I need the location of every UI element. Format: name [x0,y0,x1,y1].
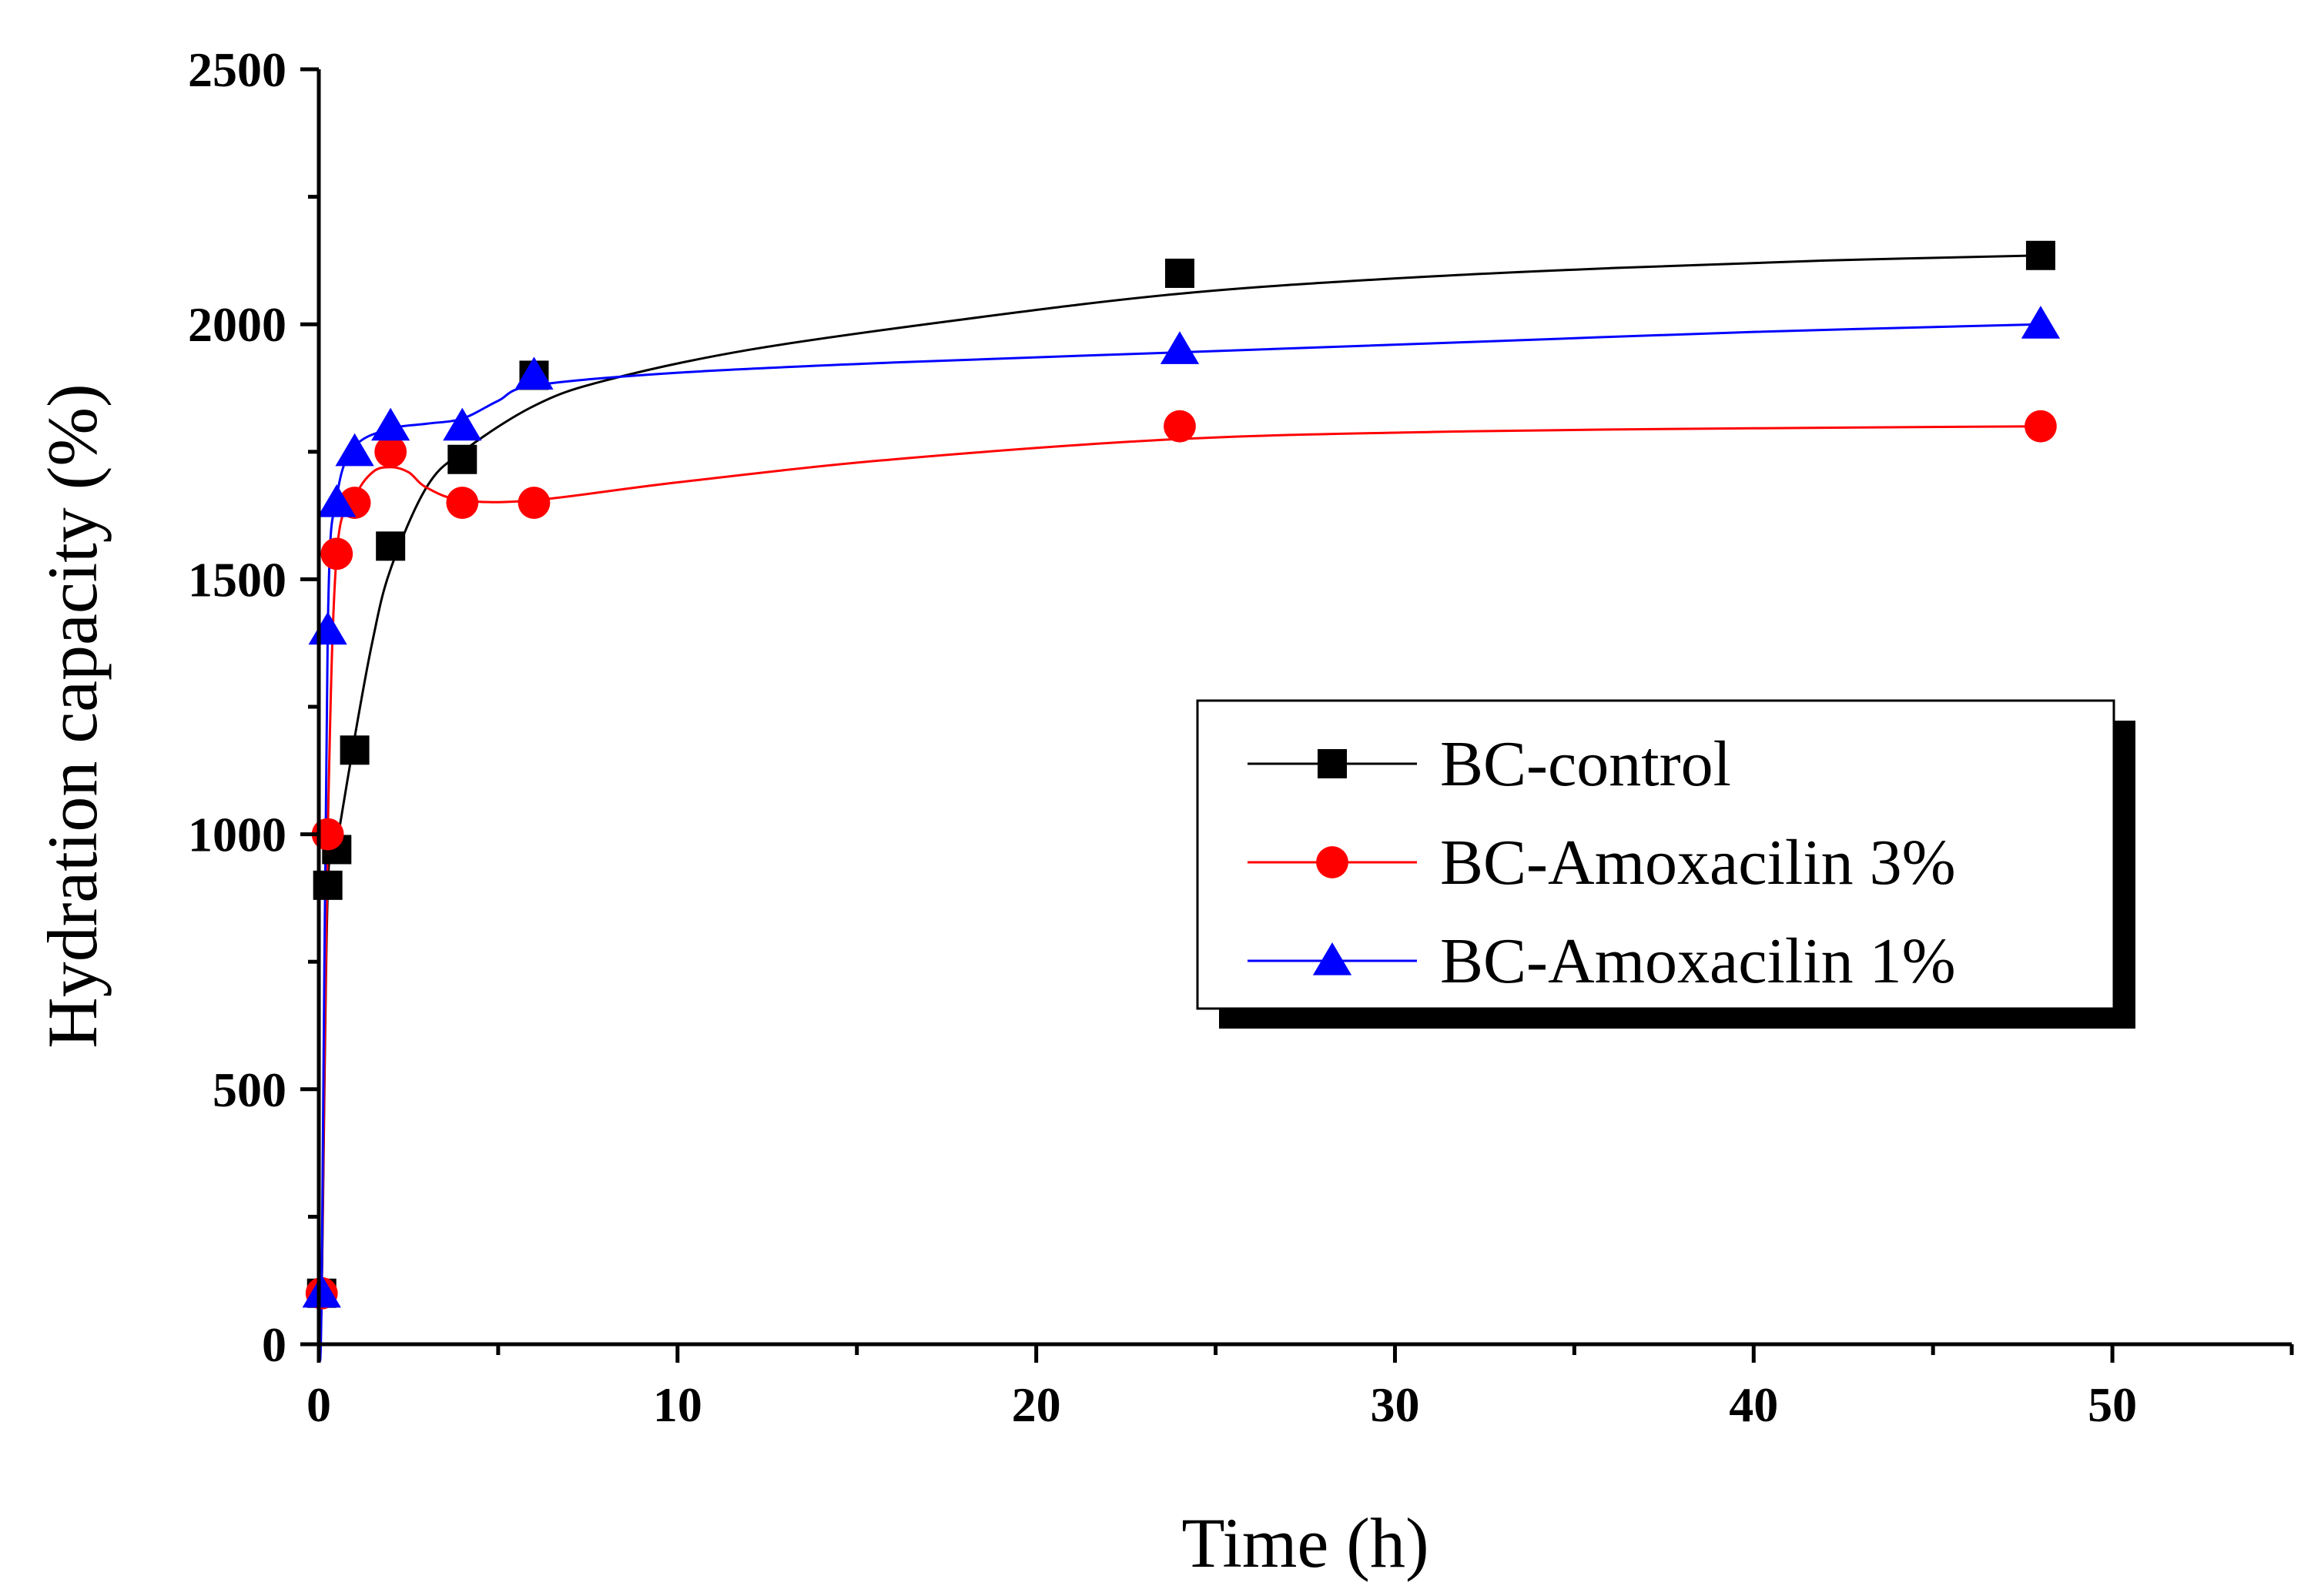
legend-label: BC-control [1440,728,1731,800]
x-axis-title: Time (h) [1181,1504,1428,1582]
series-3-point [371,407,410,441]
legend-label: BC-Amoxacilin 1% [1440,925,1956,997]
legend-box [1196,699,2115,1010]
x-tick-label: 50 [2088,1377,2137,1432]
y-axis-title: Hydration capacity (%) [33,383,112,1048]
plot-area [302,240,2061,1362]
y-tick-label: 1000 [188,808,286,862]
series-3-fit-line [317,323,2041,1362]
legend: BC-control BC-Amoxacilin 3% BC-Amoxacilin … [1196,699,2135,1029]
series-3-point [308,611,347,645]
series-3-point [335,433,374,467]
y-tick-label: 2500 [188,42,286,97]
series-2-point [517,487,551,519]
legend-marker [1318,749,1347,778]
legend-label: BC-Amoxacilin 3% [1440,827,1956,898]
x-tick-label: 40 [1729,1377,1778,1432]
series-1-point [340,735,370,765]
series-2-point [446,487,479,519]
series-2-point [2025,410,2057,443]
y-tick-label: 500 [213,1062,286,1117]
y-tick-label: 0 [262,1317,286,1372]
y-tick-label: 2000 [188,297,286,352]
series-1-point [447,444,477,474]
x-tick-label: 30 [1370,1377,1419,1432]
x-tick-label: 20 [1012,1377,1061,1432]
x-tick-label: 0 [306,1377,331,1432]
series-3-point [514,356,554,390]
series-3-point [2021,306,2061,339]
y-tick-label: 1500 [188,552,286,607]
series-1-point [376,531,406,561]
legend-marker [1316,846,1348,878]
series-3-point [317,484,357,517]
series-3-point [1160,331,1200,364]
legend-marker [1312,942,1352,975]
series-2-point [320,537,353,570]
series-1-point [1164,258,1194,288]
series-3-point [302,1274,341,1308]
series-2-point [374,435,407,468]
series-3-point [443,407,482,441]
series-1-point [2025,240,2055,270]
series-2-point [1164,410,1196,443]
x-tick-label: 10 [653,1377,702,1432]
